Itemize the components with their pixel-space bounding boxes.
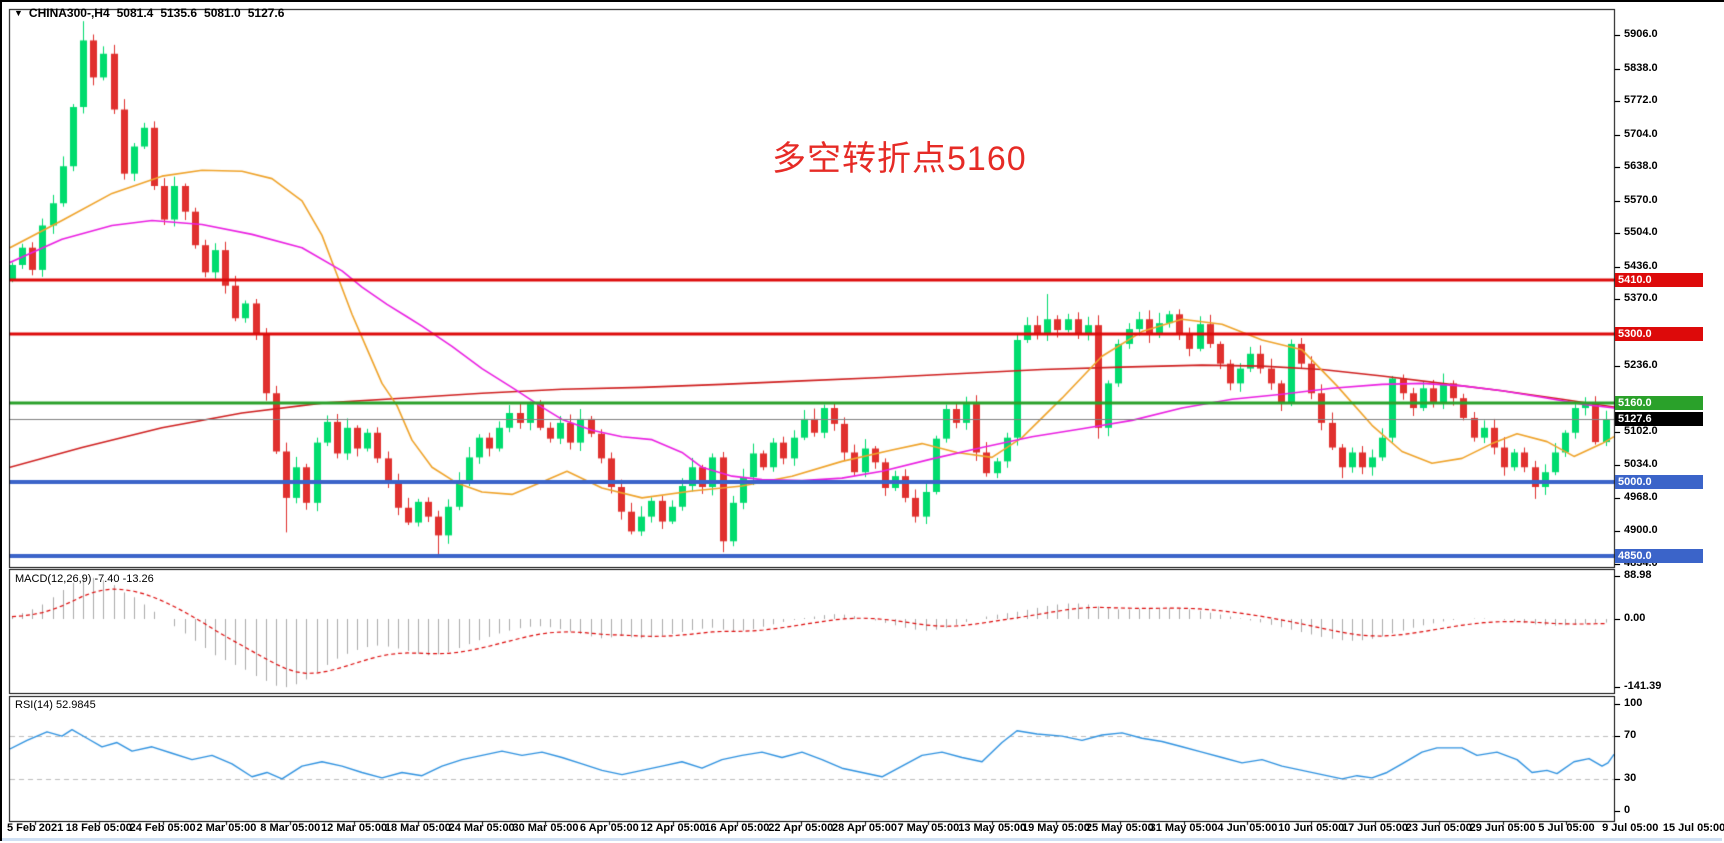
date-axis-label: 12 Mar 05:00 (321, 822, 387, 834)
annotation-text: 多空转折点5160 (772, 131, 1027, 180)
level-price-box: 4850.0 (1615, 549, 1703, 563)
date-axis-label: 22 Apr 05:00 (768, 822, 833, 834)
date-axis-label: 13 May 05:00 (958, 822, 1026, 834)
date-axis-label: 25 May 05:00 (1086, 822, 1154, 834)
date-axis-label: 5 Jul 05:00 (1538, 822, 1594, 834)
date-axis-label: 28 Apr 05:00 (832, 822, 897, 834)
macd-axis-tick: -141.39 (1624, 680, 1661, 692)
rsi-axis-tick: 30 (1624, 772, 1636, 784)
date-axis-label: 9 Jul 05:00 (1602, 822, 1658, 834)
symbol-period-label: CHINA300-,H4 (29, 6, 110, 20)
rsi-indicator-label: RSI(14) 52.9845 (15, 699, 96, 711)
level-price-box: 5160.0 (1615, 396, 1703, 410)
price-axis-tick: 5034.0 (1624, 458, 1658, 470)
date-axis-label: 15 Jul 05:00 (1663, 822, 1724, 834)
price-axis-tick: 5236.0 (1624, 359, 1658, 371)
date-axis-label: 24 Mar 05:00 (449, 822, 515, 834)
price-axis-tick: 4968.0 (1624, 491, 1658, 503)
price-axis-tick: 5436.0 (1624, 260, 1658, 272)
price-high-label: 5135.6 (160, 6, 197, 20)
price-axis-tick: 5838.0 (1624, 62, 1658, 74)
price-axis-tick: 5906.0 (1624, 28, 1658, 40)
macd-axis-tick: 88.98 (1624, 569, 1652, 581)
date-axis-label: 10 Jun 05:00 (1278, 822, 1344, 834)
rsi-axis-tick: 70 (1624, 729, 1636, 741)
date-axis-label: 8 Mar 05:00 (260, 822, 320, 834)
date-axis-label: 31 May 05:00 (1150, 822, 1218, 834)
date-axis-label: 6 Apr 05:00 (580, 822, 639, 834)
date-axis-label: 12 Apr 05:00 (641, 822, 706, 834)
price-axis-tick: 5370.0 (1624, 292, 1658, 304)
price-axis-tick: 5704.0 (1624, 128, 1658, 140)
date-axis-label: 29 Jun 05:00 (1470, 822, 1536, 834)
chart-title-bar: ▼ CHINA300-,H4 5081.4 5135.6 5081.0 5127.6 (14, 6, 284, 20)
price-axis-tick: 5570.0 (1624, 194, 1658, 206)
date-axis-label: 23 Jun 05:00 (1406, 822, 1472, 834)
date-axis-label: 18 Feb 05:00 (66, 822, 132, 834)
rsi-axis-tick: 100 (1624, 697, 1642, 709)
level-price-box: 5000.0 (1615, 475, 1703, 489)
macd-axis-tick: 0.00 (1624, 612, 1645, 624)
price-axis-tick: 5504.0 (1624, 226, 1658, 238)
level-price-box: 5410.0 (1615, 273, 1703, 287)
macd-indicator-label: MACD(12,26,9) -7.40 -13.26 (15, 573, 154, 585)
date-axis-label: 17 Jun 05:00 (1342, 822, 1408, 834)
price-axis-tick: 5638.0 (1624, 160, 1658, 172)
price-low-label: 5081.0 (204, 6, 241, 20)
date-axis-label: 5 Feb 2021 (7, 822, 63, 834)
date-axis-label: 16 Apr 05:00 (704, 822, 769, 834)
date-axis-label: 19 May 05:00 (1022, 822, 1090, 834)
date-axis-label: 18 Mar 05:00 (385, 822, 451, 834)
date-axis-label: 2 Mar 05:00 (196, 822, 256, 834)
price-axis-tick: 5772.0 (1624, 94, 1658, 106)
date-axis-label: 7 May 05:00 (897, 822, 959, 834)
price-close-label: 5127.6 (248, 6, 285, 20)
price-open-label: 5081.4 (117, 6, 154, 20)
date-axis-label: 24 Feb 05:00 (130, 822, 196, 834)
price-axis-tick: 4900.0 (1624, 524, 1658, 536)
level-price-box: 5300.0 (1615, 327, 1703, 341)
date-axis-label: 4 Jun 05:00 (1217, 822, 1277, 834)
price-axis-tick: 5102.0 (1624, 425, 1658, 437)
date-axis-label: 30 Mar 05:00 (512, 822, 578, 834)
collapse-arrow-icon[interactable]: ▼ (14, 8, 23, 18)
current-price-box: 5127.6 (1615, 412, 1703, 426)
rsi-axis-tick: 0 (1624, 804, 1630, 816)
